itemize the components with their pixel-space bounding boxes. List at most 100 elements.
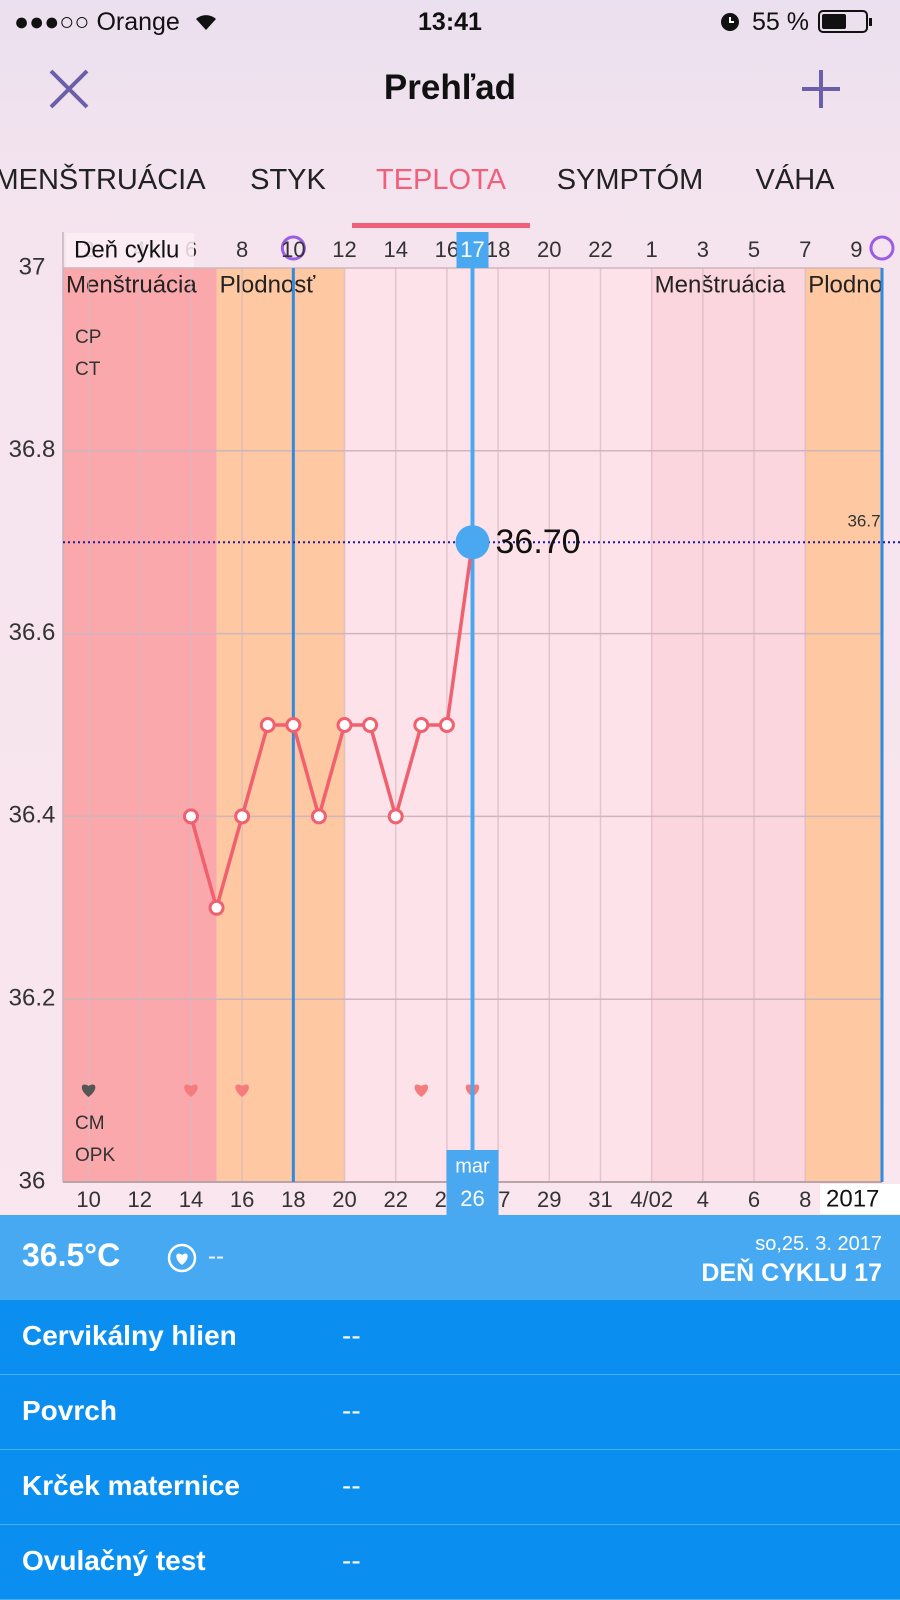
data-point (362, 717, 379, 733)
row-label: CM (75, 1113, 105, 1134)
x-tick-label: 16 (230, 1187, 254, 1212)
year-box (820, 1184, 900, 1214)
cycle-day-label: 10 (281, 237, 305, 262)
x-tick-label: 14 (179, 1187, 203, 1212)
intercourse-heart (414, 1084, 429, 1097)
add-button[interactable] (800, 68, 842, 110)
detail-label: Povrch (22, 1395, 117, 1426)
tab[interactable]: MENŠTRUÁCIA (0, 164, 206, 196)
row-label: CT (75, 359, 101, 380)
phase-label: Plodnosť (220, 271, 317, 298)
detail-label: Cervikálny hlien (22, 1320, 237, 1351)
cycle-day-label: 7 (799, 237, 811, 262)
x-tick-label: 4/02 (630, 1187, 673, 1212)
tab[interactable]: STYK (250, 164, 326, 196)
alarm-icon (721, 13, 739, 31)
detail-value: -- (342, 1320, 361, 1351)
clock: 13:41 (418, 8, 482, 36)
row-label: OPK (75, 1145, 115, 1166)
y-tick-label: 36.8 (9, 436, 56, 463)
detail-list: Cervikálny hlien -- Povrch -- Krček maternic… (0, 1300, 900, 1600)
data-point (234, 808, 251, 825)
carrier: ●●●○○ Orange (14, 8, 180, 36)
reference-label: 36.7 (847, 512, 880, 531)
screen-title: Prehľad (383, 68, 517, 107)
nav-bar (0, 46, 900, 130)
detail-label: Ovulačný test (22, 1545, 206, 1576)
intercourse-icon (167, 1243, 197, 1273)
cycle-day-label: 9 (850, 237, 862, 262)
intercourse-heart (184, 1084, 198, 1097)
temperature-chart: Menštruácia Plodnosť Menštruácia Plodnosť36… (9, 232, 900, 1215)
x-tick-label: 10 (76, 1187, 100, 1212)
tab-bar: MENŠTRUÁCIA STYK TEPLOTA SYMPTÓM VÁHA (0, 130, 900, 228)
active-tab-indicator (352, 223, 530, 228)
battery-level: 55 % (752, 8, 809, 36)
wifi-icon (196, 15, 216, 30)
data-point (413, 717, 430, 733)
x-tick-label: 8 (799, 1187, 811, 1212)
intercourse-heart (235, 1084, 249, 1097)
cursor-month: mar (455, 1155, 490, 1177)
cycle-label-box (66, 233, 194, 267)
cycle-day-label: 16 (435, 237, 459, 262)
y-tick-label: 37 (19, 253, 46, 280)
phase-label: Menštruácia (66, 271, 197, 298)
detail-row[interactable]: Ovulačný test -- (0, 1525, 900, 1600)
tab[interactable]: SYMPTÓM (556, 164, 704, 196)
data-point (182, 808, 199, 825)
detail-value: -- (342, 1395, 361, 1426)
cycle-day-label: 18 (486, 237, 510, 262)
y-tick-label: 36.6 (9, 619, 56, 646)
phase-label: Plodnosť (808, 271, 900, 298)
x-tick-label: 18 (281, 1187, 305, 1212)
tab[interactable]: VÁHA (755, 164, 835, 196)
data-point (310, 808, 327, 825)
cursor-top-badge (456, 232, 489, 268)
plot-area: Menštruácia Plodnosť Menštruácia Plodnosť (63, 268, 900, 1182)
cycle-day-label: 1 (646, 237, 658, 262)
x-tick-label: 20 (332, 1187, 356, 1212)
intercourse-value: -- (208, 1243, 224, 1270)
selected-point (455, 525, 490, 560)
x-tick-label: 31 (588, 1187, 612, 1212)
detail-value: -- (342, 1545, 361, 1576)
cycle-day-label: 20 (537, 237, 561, 262)
cycle-day-label: 22 (588, 237, 612, 262)
detail-label: Krček maternice (22, 1470, 240, 1501)
cycle-day-label: 5 (748, 237, 760, 262)
year-label: 2017 (826, 1185, 879, 1212)
x-tick-label: 22 (383, 1187, 407, 1212)
tab[interactable]: TEPLOTA (376, 164, 506, 196)
data-point (285, 717, 302, 733)
data-point (387, 808, 404, 825)
data-point (208, 899, 225, 916)
data-point (438, 717, 455, 733)
value-label: 36.70 (496, 523, 581, 561)
detail-row[interactable]: Povrch -- (0, 1375, 900, 1450)
cursor-bottom-badge (446, 1150, 499, 1215)
date: so,25. 3. 2017 (755, 1233, 882, 1255)
phase-label: Menštruácia (655, 271, 786, 298)
ovulation-icon (280, 235, 306, 261)
x-tick-label: 6 (748, 1187, 760, 1212)
x-tick-label: 4 (697, 1187, 709, 1212)
x-tick-label: 12 (128, 1187, 152, 1212)
detail-value: -- (342, 1470, 361, 1501)
cycle-day-label: 8 (236, 237, 248, 262)
detail-row[interactable]: Cervikálny hlien -- (0, 1300, 900, 1375)
cycle-day-label: 3 (697, 237, 709, 262)
y-tick-label: 36.4 (9, 802, 56, 829)
ovulation-icon (869, 235, 895, 261)
row-label: CP (75, 327, 101, 348)
detail-row[interactable]: Krček maternice -- (0, 1450, 900, 1525)
battery-icon (818, 10, 872, 33)
close-button[interactable] (48, 68, 90, 110)
cycle-day: DEŇ CYKLU 17 (701, 1259, 882, 1287)
day-summary: 36.5°C -- so,25. 3. 2017 DEŇ CYKLU 17 (0, 1215, 900, 1300)
x-tick-label: 29 (537, 1187, 561, 1212)
cycle-day-label: 12 (332, 237, 356, 262)
cycle-label: Deň cyklu (74, 236, 179, 263)
intercourse-heart (81, 1084, 96, 1097)
